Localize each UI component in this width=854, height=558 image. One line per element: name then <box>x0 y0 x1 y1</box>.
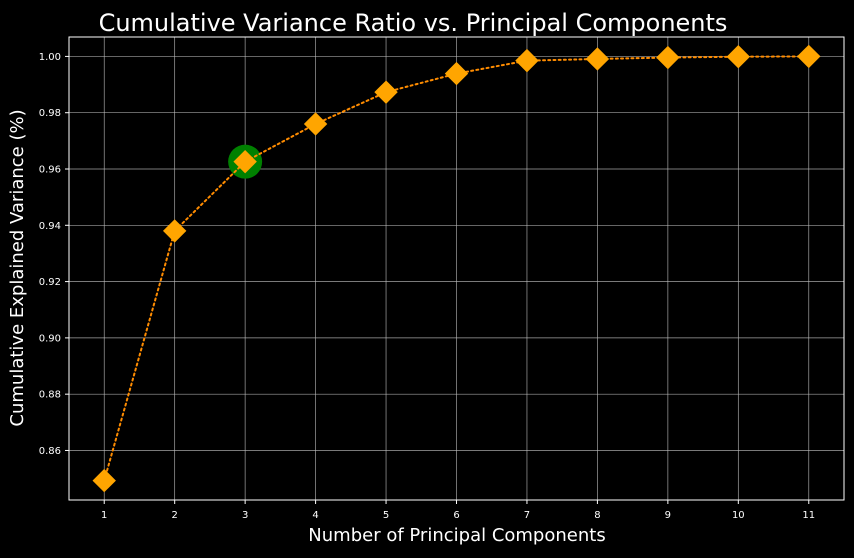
data-point <box>444 61 469 86</box>
x-tick-label: 9 <box>665 510 671 521</box>
data-point <box>656 45 680 70</box>
y-tick-label: 0.90 <box>39 333 61 344</box>
data-point <box>162 219 187 243</box>
x-tick-label: 3 <box>242 510 248 521</box>
x-tick-label: 5 <box>383 510 389 521</box>
data-point <box>233 149 257 174</box>
data-point <box>797 44 821 69</box>
y-tick-label: 0.92 <box>39 277 61 288</box>
x-axis-label: Number of Principal Components <box>308 525 605 546</box>
y-tick-label: 0.88 <box>39 390 61 401</box>
x-tick-label: 7 <box>524 510 530 521</box>
x-tick-label: 1 <box>101 510 107 521</box>
data-point <box>515 48 539 73</box>
data-point <box>92 468 116 493</box>
data-point <box>374 80 398 104</box>
x-tick-label: 6 <box>453 510 459 521</box>
y-tick-label: 1.00 <box>39 52 61 63</box>
data-point <box>726 44 751 69</box>
x-tick-label: 2 <box>171 510 177 521</box>
x-tick-label: 10 <box>732 510 745 521</box>
y-tick-label: 0.86 <box>39 446 61 457</box>
ticks-layer: 0.86 0.88 0.90 0.92 0.94 0.96 0.98 1.00 1 2 3 4 5 6 7 8… <box>39 52 815 521</box>
y-tick-label: 0.94 <box>39 221 61 232</box>
data-point <box>303 112 328 136</box>
chart-title: Cumulative Variance Ratio vs. Principal … <box>99 9 728 37</box>
data-point <box>585 47 610 71</box>
x-tick-label: 4 <box>312 510 318 521</box>
x-tick-label: 11 <box>802 510 815 521</box>
y-axis-label: Cumulative Explained Variance (%) <box>7 109 28 426</box>
y-tick-label: 0.96 <box>39 165 61 176</box>
series-layer <box>92 44 821 493</box>
y-tick-label: 0.98 <box>39 108 61 119</box>
x-tick-label: 8 <box>594 510 600 521</box>
